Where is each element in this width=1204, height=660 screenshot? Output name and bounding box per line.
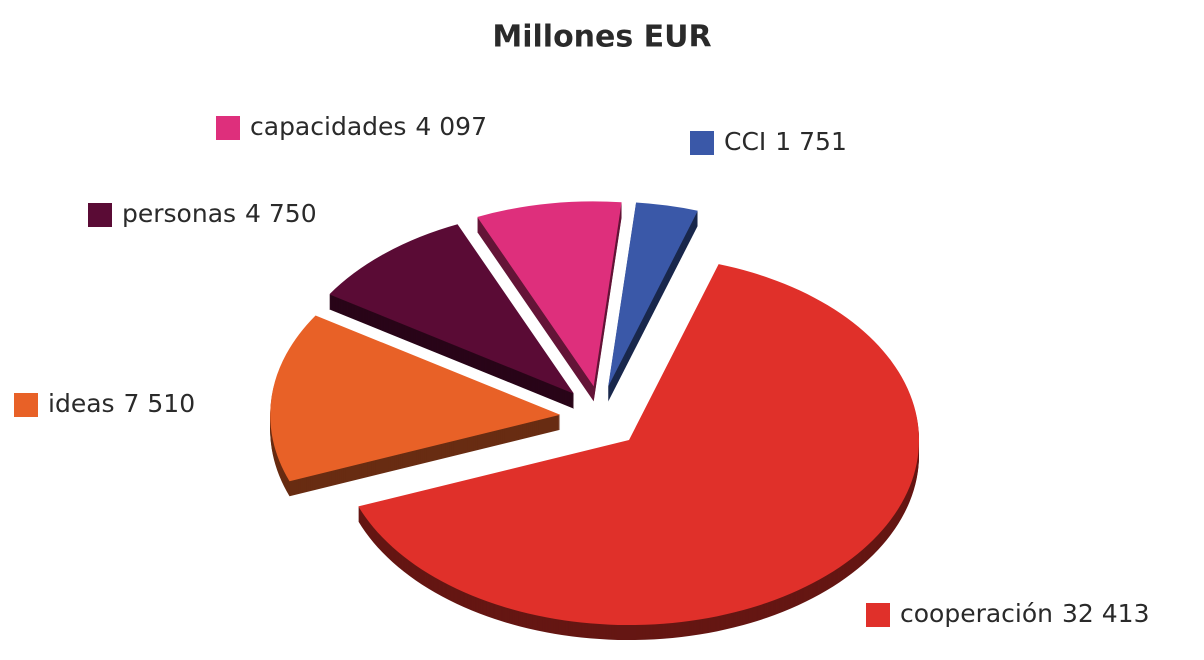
slice [608,202,698,387]
data-label: cooperación 32 413 [900,599,1150,628]
slice [358,264,920,626]
legend-swatch [690,131,714,155]
label-category: CCI [724,127,766,156]
label-value: 1 751 [775,127,847,156]
data-label: personas 4 750 [122,199,317,228]
chart-title: Millones EUR [492,20,711,55]
legend-swatch [216,116,240,140]
legend-swatch [88,203,112,227]
label-category: personas [122,199,236,228]
label-category: ideas [48,389,115,418]
data-label: CCI 1 751 [724,127,847,156]
data-label: capacidades 4 097 [250,112,487,141]
data-label: ideas 7 510 [48,389,195,418]
label-value: 32 413 [1062,599,1149,628]
slice [329,224,574,394]
legend-swatch [14,393,38,417]
label-value: 7 510 [124,389,196,418]
label-category: capacidades [250,112,406,141]
slice [477,201,622,387]
slice [270,315,561,482]
label-category: cooperación [900,599,1053,628]
label-value: 4 097 [415,112,487,141]
label-value: 4 750 [245,199,317,228]
pie [270,201,920,641]
legend-swatch [866,603,890,627]
